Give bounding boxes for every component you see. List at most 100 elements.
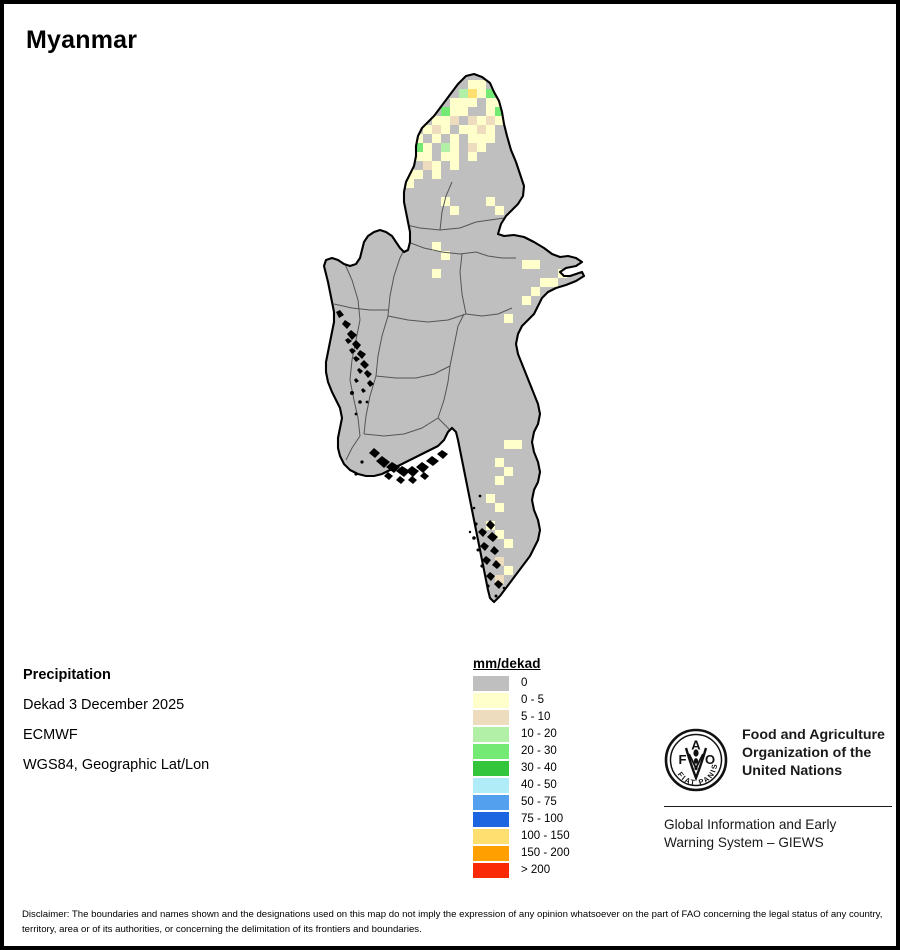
legend-item: > 200 <box>473 862 570 879</box>
precipitation-cell <box>396 170 405 179</box>
precipitation-cell <box>441 161 450 170</box>
precipitation-cell <box>495 530 504 539</box>
legend-item: 100 - 150 <box>473 828 570 845</box>
legend-item: 30 - 40 <box>473 760 570 777</box>
precipitation-cell <box>459 116 468 125</box>
fao-org-line-1: Food and Agriculture <box>742 727 885 743</box>
precipitation-cell <box>450 143 459 152</box>
precipitation-cell <box>432 116 441 125</box>
fao-organization-name: Food and Agriculture Organization of the… <box>742 726 885 780</box>
precipitation-cell <box>504 467 513 476</box>
fao-divider <box>664 806 892 807</box>
legend-label: > 200 <box>521 863 551 876</box>
map-canvas[interactable] <box>4 4 900 644</box>
legend-swatch <box>473 693 509 708</box>
precipitation-cell <box>549 278 558 287</box>
precipitation-cell <box>441 197 450 206</box>
precipitation-cell <box>432 269 441 278</box>
precipitation-cell <box>342 224 351 233</box>
legend-item: 5 - 10 <box>473 709 570 726</box>
legend-label: 150 - 200 <box>521 846 570 859</box>
precipitation-cell <box>414 161 423 170</box>
precipitation-cell <box>450 152 459 161</box>
precipitation-cell <box>495 458 504 467</box>
precipitation-cell <box>522 296 531 305</box>
legend-label: 20 - 30 <box>521 744 557 757</box>
precipitation-cell <box>495 206 504 215</box>
precipitation-cell <box>405 143 414 152</box>
precipitation-cell <box>495 575 504 584</box>
precipitation-cell <box>477 98 486 107</box>
precipitation-cell <box>504 224 513 233</box>
svg-text:O: O <box>705 752 715 767</box>
legend-item: 20 - 30 <box>473 743 570 760</box>
precipitation-cell <box>477 143 486 152</box>
precipitation-cell <box>459 89 468 98</box>
legend-item: 10 - 20 <box>473 726 570 743</box>
legend-swatch <box>473 727 509 742</box>
map-info-block: Precipitation Dekad 3 December 2025 ECMW… <box>23 660 443 780</box>
legend-label: 0 - 5 <box>521 693 545 706</box>
precipitation-cell <box>459 152 468 161</box>
precipitation-cell <box>432 161 441 170</box>
precipitation-cell <box>396 161 405 170</box>
precipitation-cell <box>441 251 450 260</box>
precipitation-cell <box>450 98 459 107</box>
precipitation-cell <box>414 152 423 161</box>
precipitation-cell <box>432 242 441 251</box>
precipitation-cell <box>441 125 450 134</box>
precipitation-cell <box>387 161 396 170</box>
precipitation-cell <box>396 179 405 188</box>
legend-swatch <box>473 812 509 827</box>
precipitation-cell <box>369 179 378 188</box>
precipitation-cell <box>486 197 495 206</box>
precipitation-cell <box>459 143 468 152</box>
precipitation-cell <box>360 224 369 233</box>
precipitation-cell <box>369 206 378 215</box>
precipitation-cell <box>387 179 396 188</box>
precipitation-cell <box>387 170 396 179</box>
coastline-detail <box>336 310 506 598</box>
precipitation-cell <box>405 179 414 188</box>
precipitation-cell <box>378 188 387 197</box>
precipitation-cell <box>387 197 396 206</box>
precipitation-cell <box>414 179 423 188</box>
precipitation-cell <box>486 125 495 134</box>
info-variable: Precipitation <box>23 667 111 683</box>
giews-line-1: Global Information and Early <box>664 817 837 832</box>
precipitation-cell <box>450 107 459 116</box>
legend-label: 75 - 100 <box>521 812 564 825</box>
precipitation-cell <box>495 107 504 116</box>
precipitation-cell <box>468 143 477 152</box>
precipitation-cell <box>369 188 378 197</box>
precipitation-cell <box>369 215 378 224</box>
info-projection: WGS84, Geographic Lat/Lon <box>23 757 210 773</box>
precipitation-cell <box>450 134 459 143</box>
precipitation-cell <box>360 188 369 197</box>
precipitation-cell <box>423 170 432 179</box>
precipitation-cell <box>468 152 477 161</box>
precipitation-cell <box>486 116 495 125</box>
legend-label: 5 - 10 <box>521 710 551 723</box>
precipitation-cell <box>351 206 360 215</box>
precipitation-cell <box>459 107 468 116</box>
precipitation-cell <box>414 143 423 152</box>
precipitation-cell <box>360 206 369 215</box>
legend-swatch <box>473 795 509 810</box>
legend-item: 0 <box>473 675 570 692</box>
precipitation-cell <box>396 152 405 161</box>
precipitation-cell <box>531 287 540 296</box>
fao-org-line-3: United Nations <box>742 763 843 779</box>
precipitation-cell <box>477 125 486 134</box>
myanmar-map-svg[interactable] <box>4 4 900 644</box>
precipitation-cell <box>477 89 486 98</box>
precipitation-cell <box>423 161 432 170</box>
precipitation-cell <box>486 98 495 107</box>
svg-text:A: A <box>691 738 701 753</box>
legend-item: 0 - 5 <box>473 692 570 709</box>
precipitation-cell <box>504 440 513 449</box>
legend-label: 100 - 150 <box>521 829 570 842</box>
precipitation-cell <box>468 89 477 98</box>
fao-logo: F A O FIAT PANIS <box>664 728 728 797</box>
